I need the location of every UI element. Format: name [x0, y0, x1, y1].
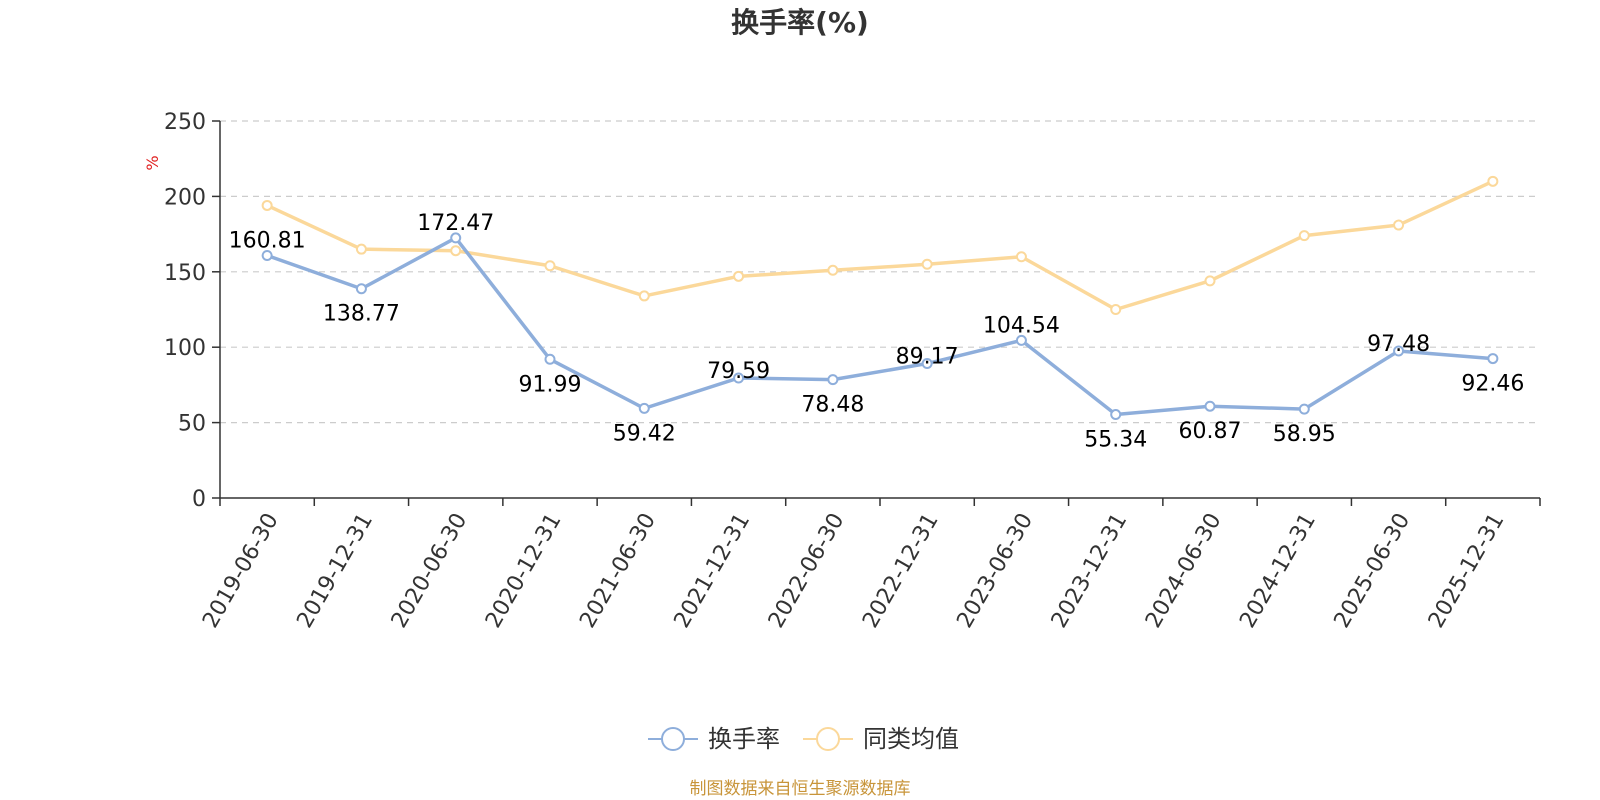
peer-average-point — [1298, 230, 1310, 242]
turnover-data-label: 92.46 — [1461, 372, 1524, 397]
chart-title: 换手率(%) — [731, 6, 869, 39]
series-layer — [261, 175, 1499, 421]
peer-average-point — [1204, 275, 1216, 287]
turnover-data-label: 97.48 — [1367, 332, 1430, 357]
turnover-data-label: 172.47 — [417, 211, 494, 236]
turnover-data-label: 58.95 — [1273, 422, 1336, 447]
x-tick-label: 2020-12-31 — [481, 509, 567, 632]
turnover-point — [1393, 345, 1405, 357]
x-tick-label: 2024-06-30 — [1141, 509, 1227, 632]
gridlines — [220, 120, 1540, 424]
turnover-point — [733, 372, 745, 384]
turnover-point — [1110, 409, 1122, 421]
peer-average-point — [1487, 175, 1499, 187]
legend-marker-turnover — [661, 727, 685, 751]
turnover-point — [261, 249, 273, 261]
y-tick-label: 200 — [164, 185, 206, 210]
turnover-data-label: 55.34 — [1084, 428, 1147, 453]
x-tick-label: 2025-12-31 — [1424, 509, 1510, 632]
x-axis: 2019-06-30 2019-12-31 2020-06-30 2020-12-31… — [198, 497, 1541, 632]
turnover-point — [1204, 400, 1216, 412]
turnover-point — [1298, 403, 1310, 415]
peer-average-point — [921, 258, 933, 270]
turnover-point — [1487, 353, 1499, 365]
data-labels: 160.81 138.77 172.47 91.99 59.42 79.59 78.48 89… — [229, 211, 1525, 453]
turnover-data-label: 89.17 — [896, 345, 959, 370]
y-axis: 0 50 100 150 200 250 — [164, 110, 221, 512]
y-tick-label: 150 — [164, 261, 206, 286]
y-tick-label: 250 — [164, 110, 206, 135]
peer-average-point — [544, 260, 556, 272]
peer-average-point — [450, 245, 462, 257]
peer-average-point — [638, 290, 650, 302]
x-tick-label: 2022-06-30 — [764, 509, 850, 632]
turnover-point — [921, 358, 933, 370]
peer-average-point — [1393, 219, 1405, 231]
turnover-point — [355, 283, 367, 295]
y-tick-label: 0 — [192, 487, 206, 512]
legend: 换手率 同类均值 — [648, 725, 959, 753]
x-tick-label: 2023-06-30 — [952, 509, 1038, 632]
legend-item-turnover[interactable]: 换手率 — [648, 725, 780, 753]
peer-average-point — [1110, 304, 1122, 315]
peer-average-point — [1015, 251, 1027, 263]
peer-average-point — [827, 264, 839, 276]
peer-average-point — [355, 243, 367, 255]
turnover-point — [1015, 334, 1027, 346]
y-tick-label: 100 — [164, 336, 206, 361]
turnover-data-label: 60.87 — [1179, 419, 1242, 444]
legend-item-peer-average[interactable]: 同类均值 — [803, 725, 959, 753]
y-tick-label: 50 — [178, 412, 206, 437]
turnover-point — [450, 232, 462, 244]
peer-average-point — [261, 199, 273, 211]
turnover-point — [544, 353, 556, 365]
turnover-data-label: 160.81 — [229, 228, 306, 253]
turnover-point — [827, 374, 839, 386]
x-tick-label: 2025-06-30 — [1330, 509, 1416, 632]
turnover-data-label: 79.59 — [707, 359, 770, 384]
x-tick-label: 2019-12-31 — [292, 509, 378, 632]
x-tick-label: 2021-12-31 — [670, 509, 756, 632]
legend-label-peer-average: 同类均值 — [863, 725, 959, 753]
turnover-data-label: 104.54 — [983, 313, 1060, 338]
turnover-line — [266, 236, 1493, 417]
turnover-point — [638, 402, 650, 414]
y-axis-unit-label: % — [143, 155, 162, 170]
x-tick-label: 2020-06-30 — [387, 509, 473, 632]
x-tick-label: 2023-12-31 — [1047, 509, 1133, 632]
turnover-data-label: 78.48 — [801, 393, 864, 418]
turnover-data-label: 138.77 — [323, 302, 400, 327]
peer-average-line — [266, 179, 1494, 312]
x-tick-label: 2019-06-30 — [198, 509, 284, 632]
legend-marker-peer-average — [816, 727, 840, 751]
turnover-data-label: 91.99 — [519, 372, 582, 397]
x-tick-label: 2022-12-31 — [858, 509, 944, 632]
peer-average-point — [733, 270, 745, 282]
x-tick-label: 2024-12-31 — [1235, 509, 1321, 632]
x-tick-label: 2021-06-30 — [575, 509, 661, 632]
legend-label-turnover: 换手率 — [708, 725, 780, 753]
turnover-data-label: 59.42 — [613, 421, 676, 446]
data-source-note: 制图数据来自恒生聚源数据库 — [690, 779, 911, 799]
